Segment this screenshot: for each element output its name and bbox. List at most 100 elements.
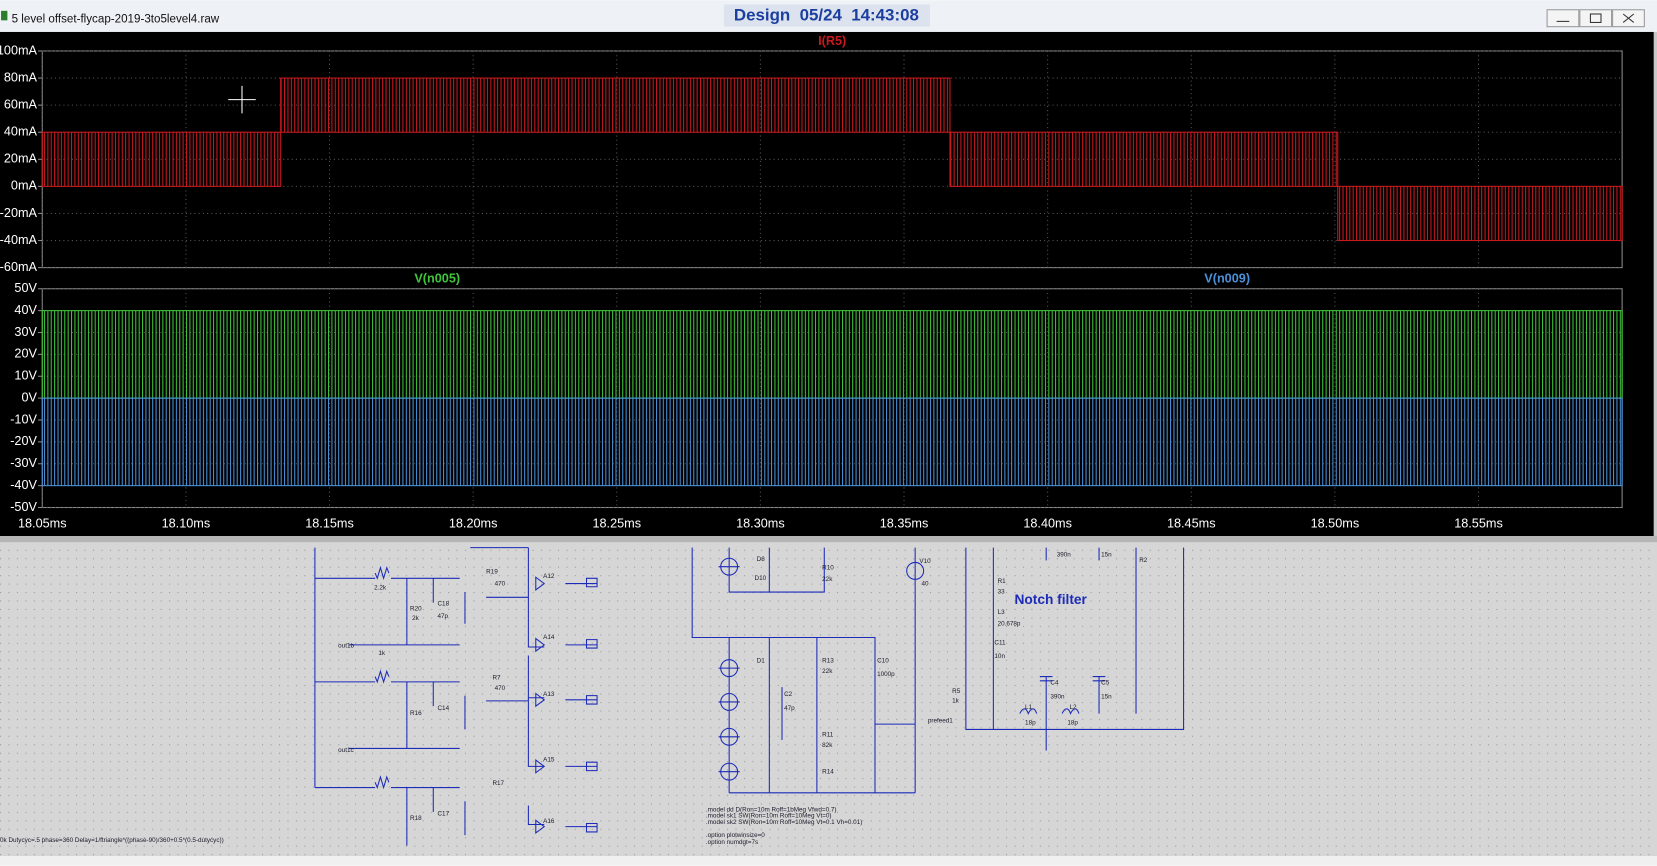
component-label: R10 <box>822 564 834 571</box>
y-tick-label: 0V <box>21 390 37 404</box>
maximize-icon <box>1589 13 1602 23</box>
schematic-wires <box>314 547 1185 846</box>
component-label: 82k <box>822 742 833 749</box>
component-label: C2 <box>784 691 793 698</box>
y-tick-label: 60mA <box>4 97 38 111</box>
x-tick-label: 18.40ms <box>1023 517 1072 531</box>
component-label: A13 <box>543 691 555 698</box>
component-label: 18p <box>1025 720 1036 727</box>
y-tick-label: 50V <box>14 281 37 295</box>
component-label: R19 <box>486 569 498 576</box>
app-icon <box>1 10 8 21</box>
x-tick-label: 18.30ms <box>736 517 785 531</box>
x-tick-label: 18.15ms <box>305 517 354 531</box>
y-tick-label: 20V <box>14 347 37 361</box>
component-label: D8 <box>757 556 766 563</box>
waveform-segment <box>280 77 951 133</box>
status-bar <box>0 856 1657 866</box>
component-label: 15n <box>1101 693 1112 700</box>
trace-label: I(R5) <box>818 34 846 48</box>
close-icon <box>1622 13 1635 23</box>
component-label: 18p <box>1067 720 1078 727</box>
window-controls <box>1546 9 1645 28</box>
component-label: 10n <box>994 653 1005 660</box>
component-label: D1 <box>757 657 766 664</box>
component-label: C14 <box>437 705 449 712</box>
component-label: 15n <box>1101 552 1112 559</box>
component-label: 390n <box>1057 552 1072 559</box>
component-label: C4 <box>1050 680 1059 687</box>
x-tick-label: 18.45ms <box>1167 517 1216 531</box>
minimize-button[interactable] <box>1546 9 1580 28</box>
component-label: R2 <box>1139 557 1148 564</box>
component-label: 2.2k <box>374 584 387 591</box>
component-label: out1c <box>338 747 353 754</box>
component-label: C5 <box>1101 680 1110 687</box>
component-label: L2 <box>1069 704 1077 711</box>
component-label: .option plotwinsize=0 <box>706 832 765 839</box>
component-label: R7 <box>492 674 501 681</box>
y-tick-label: -30V <box>10 456 37 470</box>
maximize-button[interactable] <box>1579 9 1613 28</box>
component-label: A12 <box>543 573 555 580</box>
component-label: R16 <box>410 710 422 717</box>
y-tick-label: 10V <box>14 369 37 383</box>
component-label: R1 <box>998 578 1007 585</box>
component-label: 1k <box>952 698 960 705</box>
y-tick-label: 40mA <box>4 125 38 139</box>
component-label: C18 <box>437 600 449 607</box>
x-tick-label: 18.20ms <box>449 517 498 531</box>
component-label: D10 <box>755 575 767 582</box>
component-label: 22k <box>822 576 833 583</box>
component-label: 0k Dutycyc=.5 phase=360 Delay=1/ftriangl… <box>0 837 224 844</box>
component-label: R14 <box>822 768 834 775</box>
y-tick-label: -20mA <box>0 206 38 220</box>
overlay-text: Design 05/24 14:43:08 <box>734 6 919 25</box>
component-label: A14 <box>543 634 555 641</box>
component-label: 47p <box>784 705 795 712</box>
y-tick-label: -40mA <box>0 233 38 247</box>
component-label: C17 <box>437 811 449 818</box>
trace-label: V(n009) <box>1204 272 1250 286</box>
schematic-canvas <box>0 542 1657 857</box>
component-label: .model sk1 SW(Ron=10m Roff=10Meg Vt=0) <box>706 813 832 820</box>
x-tick-label: 18.05ms <box>18 517 67 531</box>
schematic-heading: Notch filter <box>1014 592 1087 607</box>
component-label: L1 <box>1025 704 1033 711</box>
component-label: 1000p <box>877 671 895 678</box>
cursor <box>228 85 256 114</box>
y-tick-label: 100mA <box>0 43 38 57</box>
component-label: 47p <box>437 613 448 620</box>
y-tick-label: 80mA <box>4 70 38 84</box>
component-label: 20.678p <box>998 620 1021 627</box>
trace-label: V(n005) <box>414 272 460 286</box>
y-tick-label: -40V <box>10 478 37 492</box>
component-label: R18 <box>410 815 422 822</box>
y-tick-label: 20mA <box>4 152 38 166</box>
splitter[interactable] <box>0 536 1657 543</box>
component-label: C10 <box>877 657 889 664</box>
component-label: 390n <box>1050 693 1065 700</box>
x-tick-label: 18.25ms <box>592 517 641 531</box>
component-label: A15 <box>543 757 555 764</box>
x-tick-label: 18.10ms <box>162 517 211 531</box>
waveform-segment <box>1337 185 1623 242</box>
component-label: R5 <box>952 688 961 695</box>
charts: -60mA -40mA -20mA 0mA 20mA 40mA 60mA 80mA 100mA I… <box>0 34 1623 531</box>
x-tick-label: 18.35ms <box>880 517 929 531</box>
component-label: prefeed1 <box>928 718 953 725</box>
component-label: 470 <box>495 685 506 692</box>
y-tick-label: -50V <box>10 500 37 514</box>
component-label: C11 <box>994 639 1006 646</box>
component-label: 2k <box>412 615 420 622</box>
waveform-segment <box>949 131 1339 187</box>
component-label: R17 <box>492 780 504 787</box>
component-label: L3 <box>998 609 1006 616</box>
waveform-segment <box>41 131 282 187</box>
component-label: 1k <box>378 650 386 657</box>
y-tick-label: 40V <box>14 303 37 317</box>
component-label: 40 <box>921 580 929 587</box>
component-label: R13 <box>822 657 834 664</box>
y-tick-label: 0mA <box>11 179 38 193</box>
